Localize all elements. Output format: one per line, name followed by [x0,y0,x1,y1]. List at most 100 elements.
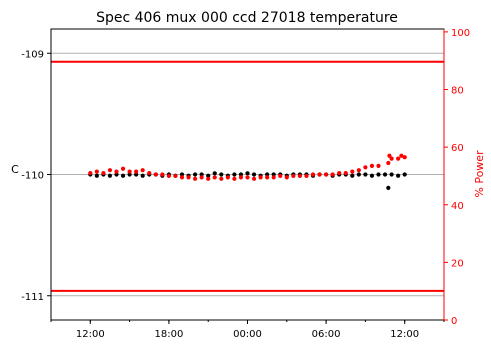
temperature-point [219,172,224,177]
power-point [343,170,348,176]
temperature-point [350,173,355,178]
power-point [173,173,178,179]
power-point [88,170,93,176]
power-point [160,172,165,177]
temperature-point [363,172,368,177]
power-point [199,175,204,180]
temperature-point [382,172,388,177]
power-point [258,175,263,180]
temperature-point [265,172,270,177]
power-point [363,165,368,170]
power-point [278,173,283,179]
temperature-point [271,172,276,177]
power-point [291,173,296,179]
temperature-point [107,173,113,178]
x-tick-label: 18:00 [154,329,183,340]
power-point [186,175,191,180]
x-axis: 12:00 18:00 00:00 06:00 12:00 [50,320,445,340]
power-point [324,172,329,177]
x-tick-label: 12:00 [76,329,105,340]
temperature-point [396,173,401,178]
y-tick-label: -110 [21,171,44,182]
power-point [245,175,250,180]
temperature-point [245,171,250,176]
temperature-point [389,172,394,177]
temperature-point [179,172,185,177]
power-point [225,175,230,180]
temperature-point [127,172,132,177]
power-point [120,166,126,171]
temperature-point [134,172,139,177]
power-point [376,163,381,168]
power-point [369,163,375,168]
power-point [147,170,152,176]
power-point [232,176,237,181]
power-point [127,169,132,174]
power-point [219,176,224,181]
power-point [396,156,401,161]
power-point [399,153,404,158]
y2-tick-label: 40 [451,201,464,212]
y-tick-label: -109 [21,49,44,60]
y2-tick-label: 0 [451,316,457,327]
y2-tick-label: 100 [451,28,470,39]
temperature-point [356,172,361,177]
power-point [337,170,342,176]
temperature-point [402,172,407,177]
power-point [107,168,113,173]
power-point [166,173,171,179]
temperature-point [140,173,145,178]
x-tick-label: 06:00 [312,329,341,340]
temperature-point [232,172,237,177]
power-point [284,175,289,180]
temperature-point [376,172,381,177]
power-point [317,172,322,177]
power-point [330,172,335,177]
power-series [88,153,407,181]
power-point [251,176,257,181]
power-point [304,173,309,179]
power-point [101,170,106,176]
temperature-point [193,172,198,177]
y-axis-right: 0 20 40 60 80 100 [443,28,470,327]
temperature-point [206,173,211,178]
power-point [271,175,276,180]
power-point [193,176,198,181]
y-axis-left: -109 -110 -111 [21,49,51,303]
x-tick-label: 12:00 [390,329,419,340]
y2-tick-label: 80 [451,86,464,97]
temperature-point [120,173,126,178]
temperature-point [251,172,257,177]
power-point [265,175,270,180]
temperature-point [238,172,244,177]
power-point [310,172,316,177]
y2-axis-label: % Power [473,150,486,198]
power-point [350,169,355,174]
power-point [387,153,392,158]
y-axis-label: C [11,163,19,176]
y-tick-label: -111 [21,292,44,303]
power-point [356,168,361,173]
temperature-point [212,171,217,176]
power-point [206,176,211,181]
power-point [386,160,391,166]
power-point [140,168,145,173]
power-point [212,175,217,180]
x-tick-label: 00:00 [233,329,262,340]
temperature-point [94,173,99,178]
y2-tick-label: 60 [451,143,464,154]
y2-tick-label: 20 [451,258,464,269]
power-point [297,173,302,179]
temperature-point [369,173,375,178]
power-point [179,175,185,180]
chart-title: Spec 406 mux 000 ccd 27018 temperature [96,10,398,26]
power-point [134,169,139,174]
reference-lines [51,60,444,292]
temperature-point [114,172,119,177]
power-point [402,155,407,160]
power-point [153,172,158,177]
power-point [114,169,119,174]
temperature-point [386,185,391,190]
